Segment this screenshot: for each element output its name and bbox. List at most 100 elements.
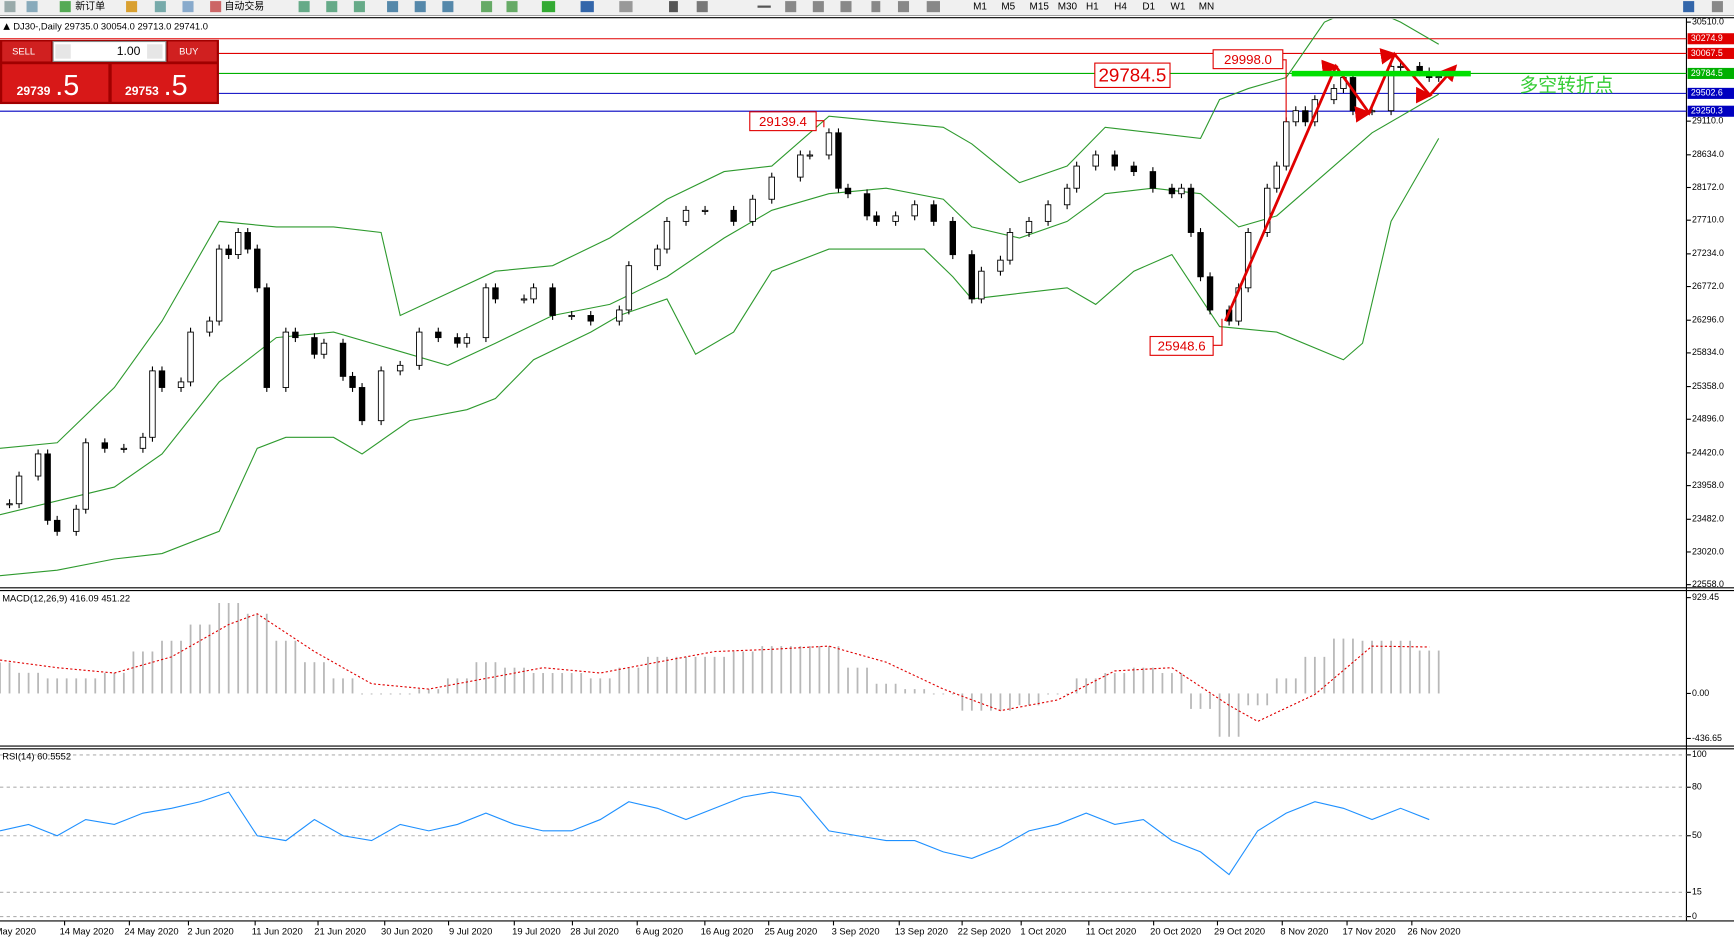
- buy-price-button[interactable]: [111, 64, 217, 102]
- candle: [1264, 187, 1271, 233]
- support-bar: [1291, 70, 1471, 77]
- macd-bar: [589, 678, 592, 694]
- macd-bar: [1085, 678, 1088, 694]
- icon[interactable]: [785, 1, 797, 13]
- icon[interactable]: [182, 1, 194, 13]
- timeframe-button[interactable]: D1: [1142, 1, 1155, 12]
- timeframe-button[interactable]: M1: [973, 1, 987, 12]
- timeframe-button[interactable]: W1: [1171, 1, 1186, 12]
- icon[interactable]: [757, 5, 771, 8]
- macd-bar: [599, 678, 602, 694]
- candle: [654, 248, 661, 267]
- icon[interactable]: [59, 1, 71, 13]
- icon[interactable]: [353, 1, 365, 13]
- macd-bar: [1028, 693, 1030, 706]
- x-tick-label: 30 Jun 2020: [381, 926, 433, 937]
- macd-bar: [1151, 667, 1154, 694]
- icon[interactable]: [619, 1, 633, 13]
- macd-bar: [561, 673, 564, 694]
- icon[interactable]: [326, 1, 338, 13]
- new-order-button[interactable]: 新订单: [75, 0, 105, 12]
- icon[interactable]: [1711, 1, 1723, 13]
- macd-bar: [256, 613, 259, 694]
- candle: [1187, 187, 1195, 233]
- timeframe-button[interactable]: M5: [1001, 1, 1015, 12]
- macd-bar: [208, 624, 211, 694]
- icon[interactable]: [4, 1, 16, 13]
- volume-input[interactable]: [52, 40, 167, 62]
- sell-price-button[interactable]: [2, 64, 109, 102]
- candle: [44, 453, 51, 521]
- macd-bar: [789, 646, 792, 694]
- macd-bar: [513, 667, 516, 694]
- macd-bar: [494, 662, 497, 694]
- level-price-label: 30067.5: [1691, 48, 1723, 58]
- trend-arrow: [1224, 48, 1458, 322]
- volume-up[interactable]: [147, 44, 163, 59]
- icon[interactable]: [387, 1, 399, 13]
- candle: [377, 370, 385, 422]
- icon[interactable]: [481, 1, 493, 13]
- y-tick-label: 30510.0: [1692, 16, 1724, 26]
- rsi-panel: [0, 754, 1687, 918]
- macd-bar: [1066, 693, 1068, 695]
- icon[interactable]: [442, 1, 454, 13]
- macd-bar: [1104, 673, 1107, 694]
- icon[interactable]: [210, 1, 222, 13]
- auto-trading-button[interactable]: 自动交易: [224, 0, 264, 12]
- macd-bar: [389, 693, 392, 695]
- candle: [311, 337, 318, 355]
- timeframe-button[interactable]: M30: [1058, 1, 1078, 12]
- icon[interactable]: [840, 1, 852, 13]
- price-callout: [1094, 62, 1171, 89]
- macd-bar: [761, 646, 764, 694]
- candle: [530, 287, 537, 300]
- candle: [482, 287, 490, 339]
- candle: [1302, 110, 1309, 123]
- icon[interactable]: [154, 1, 166, 13]
- level-price-label: 29502.6: [1691, 88, 1723, 98]
- timeframe-button[interactable]: M15: [1030, 1, 1050, 12]
- buy-button[interactable]: [168, 41, 217, 62]
- macd-bar: [1171, 673, 1173, 694]
- icon[interactable]: [298, 1, 310, 13]
- macd-bar: [1123, 673, 1126, 694]
- macd-bar: [361, 693, 363, 695]
- icon[interactable]: [126, 1, 138, 13]
- macd-bar: [304, 662, 306, 694]
- icon[interactable]: [897, 1, 910, 13]
- icon[interactable]: [541, 1, 556, 13]
- candle: [396, 364, 404, 372]
- x-tick-label: 17 Nov 2020: [1343, 926, 1396, 937]
- macd-bar: [847, 667, 849, 694]
- candle: [978, 270, 985, 300]
- macd-bar: [1428, 650, 1431, 694]
- icon[interactable]: [669, 1, 678, 13]
- icon[interactable]: [580, 1, 594, 13]
- macd-bar: [103, 672, 106, 694]
- icon[interactable]: [812, 1, 824, 13]
- icon[interactable]: [414, 1, 426, 13]
- icon[interactable]: [1683, 1, 1695, 13]
- icon[interactable]: [926, 1, 940, 13]
- macd-bar: [770, 646, 773, 694]
- candle: [416, 331, 423, 366]
- macd-bar: [742, 651, 745, 694]
- volume-down[interactable]: [55, 44, 71, 59]
- macd-bar: [1056, 693, 1059, 695]
- x-tick-label: 4 May 2020: [0, 926, 36, 937]
- macd-bar: [275, 640, 278, 694]
- macd-bar: [904, 689, 907, 694]
- timeframe-button[interactable]: H4: [1114, 1, 1127, 12]
- macd-bar: [913, 689, 916, 694]
- sell-button[interactable]: [2, 41, 51, 62]
- candle: [263, 287, 270, 388]
- icon[interactable]: [506, 1, 518, 13]
- timeframe-button[interactable]: H1: [1086, 1, 1099, 12]
- icon[interactable]: [871, 1, 881, 13]
- macd-bar: [1199, 693, 1202, 709]
- macd-bar: [685, 656, 687, 694]
- timeframe-button[interactable]: MN: [1199, 1, 1214, 12]
- icon[interactable]: [26, 1, 38, 13]
- icon[interactable]: [696, 1, 708, 13]
